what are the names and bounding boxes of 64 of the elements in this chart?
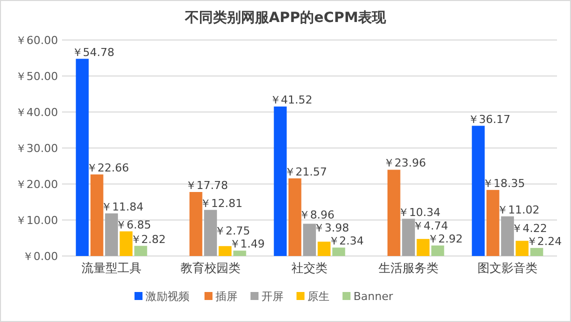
- data-label: ￥2.82: [130, 232, 166, 246]
- data-label: ￥22.66: [86, 161, 129, 174]
- data-label: ￥11.02: [497, 203, 540, 216]
- legend-label: 原生: [308, 290, 330, 303]
- legend-label: Banner: [354, 290, 394, 303]
- data-label: ￥2.75: [214, 224, 250, 238]
- y-tick-label: ￥30.00: [16, 142, 58, 155]
- x-tick-label: 教育校园类: [180, 261, 240, 275]
- x-tick-label: 图文影音类: [478, 261, 538, 275]
- bar: [218, 246, 232, 256]
- bar: [274, 106, 287, 256]
- data-label: ￥41.52: [270, 94, 312, 107]
- y-tick-label: ￥0.00: [22, 250, 58, 263]
- y-tick-label: ￥40.00: [16, 106, 58, 119]
- bar: [318, 242, 331, 256]
- legend-label: 插屏: [216, 290, 238, 303]
- bar: [472, 126, 485, 256]
- data-label: ￥2.92: [427, 232, 463, 246]
- legend-label: 激励视频: [146, 290, 190, 303]
- data-label: ￥36.17: [468, 112, 510, 126]
- data-label: ￥3.98: [314, 222, 350, 235]
- data-label: ￥10.34: [398, 206, 441, 219]
- data-label: ￥21.57: [284, 165, 327, 178]
- data-label: ￥4.74: [412, 219, 448, 232]
- data-label: ￥11.84: [101, 200, 144, 214]
- data-label: ￥1.49: [229, 238, 265, 251]
- data-label: ￥23.96: [383, 156, 426, 170]
- bar: [332, 248, 346, 256]
- data-label: ￥2.34: [328, 234, 364, 248]
- bar: [204, 210, 217, 256]
- bar: [486, 190, 500, 256]
- bar: [105, 213, 118, 256]
- bar: [120, 231, 133, 256]
- bar: [516, 240, 529, 256]
- bar: [431, 245, 444, 256]
- bar: [530, 248, 544, 256]
- data-label: ￥4.22: [512, 222, 548, 235]
- bar: [387, 170, 400, 256]
- data-label: ￥8.96: [299, 208, 335, 222]
- data-label: ￥17.78: [185, 178, 228, 192]
- data-label: ￥12.81: [200, 196, 243, 210]
- y-tick-label: ￥60.00: [16, 34, 58, 47]
- y-tick-label: ￥50.00: [16, 70, 58, 83]
- bar: [90, 174, 104, 256]
- bar: [134, 246, 148, 256]
- bar: [402, 218, 415, 256]
- data-label: ￥54.78: [72, 46, 114, 59]
- bar: [233, 250, 246, 256]
- data-label: ￥18.35: [482, 176, 525, 190]
- y-tick-label: ￥10.00: [16, 214, 58, 227]
- legend-label: 开屏: [262, 290, 284, 303]
- bar: [501, 216, 514, 256]
- data-label: ￥6.85: [116, 218, 152, 232]
- bar: [189, 192, 202, 256]
- x-tick-label: 流量型工具: [82, 261, 142, 275]
- data-label: ￥2.24: [526, 234, 562, 248]
- chart-title: 不同类别网服APP的eCPM表现: [184, 10, 388, 26]
- bar: [416, 238, 430, 256]
- bar: [303, 224, 316, 256]
- x-tick-label: 社交类: [292, 261, 328, 275]
- bar: [76, 58, 89, 256]
- y-tick-label: ￥20.00: [16, 178, 58, 191]
- x-tick-label: 生活服务类: [378, 261, 438, 275]
- bar: [288, 178, 302, 256]
